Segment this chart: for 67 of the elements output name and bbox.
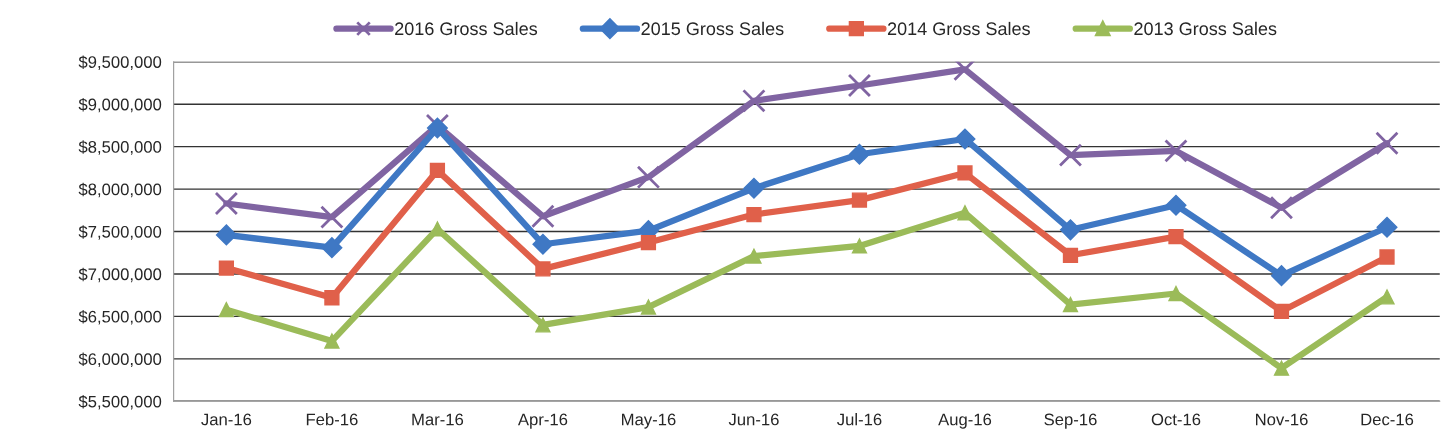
point [640, 299, 657, 315]
point [742, 88, 766, 113]
y-tick-label: $6,000,000 [78, 352, 162, 368]
point [1058, 143, 1083, 167]
legend-label: 2014 Gross Sales [887, 21, 1030, 36]
point [848, 143, 870, 165]
point [535, 261, 551, 277]
point [743, 177, 765, 199]
point [1165, 194, 1187, 216]
point [746, 248, 762, 264]
point [851, 192, 868, 208]
y-tick-label: $8,500,000 [78, 140, 162, 155]
point [218, 301, 235, 318]
point [215, 224, 237, 246]
x-tick-label: Jan-16 [201, 413, 252, 426]
point [1059, 219, 1081, 241]
point [1273, 360, 1290, 376]
point [321, 237, 343, 259]
point [1168, 228, 1184, 245]
point [636, 165, 661, 189]
y-tick-label: $7,500,000 [78, 225, 162, 240]
point [1379, 249, 1395, 265]
x-tick-label: Feb-16 [306, 413, 358, 426]
x-tick-label: Aug-16 [938, 413, 992, 429]
point [847, 73, 872, 98]
point [1269, 195, 1294, 220]
point [957, 165, 973, 181]
x-tick-label: Sep-16 [1044, 413, 1097, 429]
point [535, 317, 551, 333]
point [324, 333, 340, 349]
point [324, 290, 340, 306]
point [214, 191, 239, 216]
legend-label: 2016 Gross Sales [395, 21, 538, 36]
point [1164, 139, 1188, 163]
y-tick-label: $9,500,000 [78, 55, 162, 70]
point [429, 162, 446, 179]
x-tick-label: Dec-16 [1361, 413, 1414, 426]
point [640, 234, 657, 251]
x-tick-label: Jun-16 [728, 413, 779, 426]
point [746, 206, 762, 223]
point [1270, 265, 1293, 287]
legend-label: 2015 Gross Sales [641, 21, 784, 36]
point [1376, 216, 1398, 238]
point [1273, 303, 1290, 319]
x-tick-label: Mar-16 [412, 413, 464, 426]
y-tick-label: $5,500,000 [78, 395, 162, 410]
point [532, 233, 554, 255]
x-tick-label: Apr-16 [517, 413, 568, 429]
x-tick-label: Jul-16 [837, 413, 882, 426]
point [1062, 247, 1079, 263]
point [531, 204, 555, 229]
x-tick-label: May-16 [622, 413, 676, 429]
point [954, 128, 976, 150]
point [1062, 296, 1079, 313]
point [851, 238, 868, 254]
point [1168, 285, 1184, 302]
y-tick-label: $9,000,000 [78, 97, 162, 113]
y-tick-label: $8,000,000 [78, 182, 162, 198]
point [1379, 289, 1395, 305]
x-tick-label: Nov-16 [1256, 413, 1308, 426]
point [1375, 131, 1399, 156]
point [218, 260, 235, 276]
point [320, 205, 344, 229]
y-tick-label: $7,000,000 [78, 267, 162, 283]
x-tick-label: Oct-16 [1151, 413, 1201, 426]
legend-label: 2013 Gross Sales [1134, 21, 1277, 36]
y-tick-label: $6,500,000 [78, 310, 162, 325]
